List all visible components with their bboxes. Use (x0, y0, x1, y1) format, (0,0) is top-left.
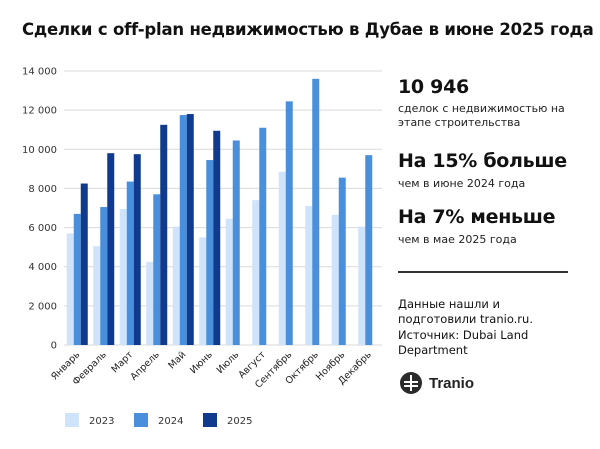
chart-title: Сделки с off-plan недвижимостью в Дубае … (22, 20, 594, 39)
bar-2024-9 (285, 101, 293, 345)
y-tick-label: 6 000 (28, 223, 57, 234)
legend-label-2023: 2023 (89, 416, 114, 427)
bar-2025-2 (107, 153, 115, 345)
y-tick-label: 14 000 (22, 67, 57, 78)
bar-2025-6 (213, 130, 221, 345)
brand: Tranio (400, 372, 474, 394)
bar-2024-3 (126, 181, 134, 345)
divider (398, 271, 568, 273)
bar-2024-2 (100, 207, 108, 345)
bar-2023-12 (358, 226, 366, 345)
bar-2023-2 (93, 246, 101, 345)
stat-mom-desc: чем в мае 2025 года (398, 233, 517, 246)
y-tick-label: 8 000 (28, 184, 57, 195)
y-tick-label: 4 000 (28, 262, 57, 273)
legend-label-2025: 2025 (227, 416, 252, 427)
bar-2023-5 (172, 226, 180, 345)
legend-swatch-2024 (134, 413, 148, 427)
bar-2023-11 (331, 214, 339, 345)
x-tick-label: Апрель (128, 349, 162, 383)
bar-2025-1 (80, 183, 88, 345)
stat-mom-value: На 7% меньше (398, 206, 556, 228)
bar-2024-8 (259, 127, 267, 345)
stat-yoy: На 15% больше чем в июне 2024 года (398, 150, 578, 191)
bar-2023-7 (225, 218, 233, 345)
bar-2024-4 (153, 194, 161, 345)
bar-2024-5 (179, 115, 187, 346)
brand-name: Tranio (429, 374, 475, 392)
stat-total-value: 10 946 (398, 76, 469, 98)
bar-2023-3 (119, 208, 127, 345)
bar-2025-4 (160, 124, 168, 345)
stat-yoy-value: На 15% больше (398, 150, 567, 172)
stat-yoy-desc: чем в июне 2024 года (398, 177, 526, 190)
bar-2023-9 (278, 171, 286, 345)
bar-2024-10 (312, 78, 320, 345)
legend-swatch-2023 (65, 413, 79, 427)
bar-2023-6 (199, 237, 207, 345)
stat-total: 10 946 сделок с недвижимостью на этапе с… (398, 76, 578, 130)
bar-2025-5 (186, 114, 194, 345)
x-tick-label: Май (166, 349, 188, 371)
bar-2024-12 (365, 155, 373, 345)
stat-mom: На 7% меньше чем в мае 2025 года (398, 206, 578, 247)
bar-2023-10 (305, 206, 313, 345)
tranio-logo-icon (400, 372, 422, 394)
bar-2024-1 (73, 213, 81, 345)
bar-2023-8 (252, 200, 260, 345)
y-tick-label: 0 (51, 341, 57, 352)
y-tick-label: 12 000 (22, 106, 57, 117)
y-tick-label: 10 000 (22, 145, 57, 156)
y-tick-label: 2 000 (28, 301, 57, 312)
bar-2023-4 (146, 261, 154, 345)
bar-2024-11 (338, 177, 346, 345)
source-note: Данные нашли и подготовили tranio.ru. Ис… (398, 297, 533, 357)
x-tick-label: Июнь (188, 349, 215, 376)
legend-label-2024: 2024 (158, 416, 183, 427)
bar-2024-6 (206, 160, 214, 345)
bar-2025-3 (133, 154, 141, 345)
legend-swatch-2025 (203, 413, 217, 427)
bar-2024-7 (232, 140, 240, 345)
bar-2023-1 (66, 233, 74, 345)
stat-total-desc: сделок с недвижимостью на этапе строител… (398, 102, 565, 129)
